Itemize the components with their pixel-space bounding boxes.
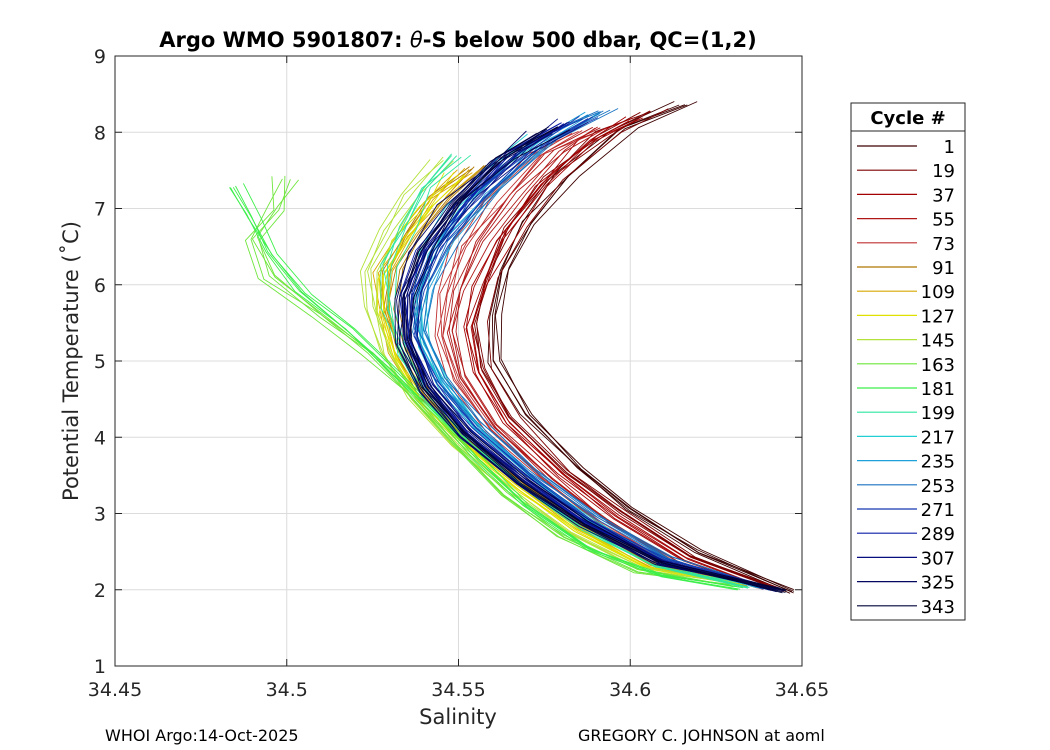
legend-label: 1 [944, 137, 955, 158]
y-axis-label: Potential Temperature (˚C) [59, 221, 83, 501]
legend-label: 235 [921, 452, 955, 473]
profile-line [408, 126, 786, 593]
legend-label: 253 [921, 476, 955, 497]
profile-line [250, 178, 733, 586]
x-tick-label: 34.6 [609, 679, 651, 701]
series-layer [229, 101, 795, 594]
y-tick-labels: 1 2 3 4 5 6 7 8 9 [94, 46, 106, 678]
legend-label: 19 [932, 161, 955, 182]
legend-label: 181 [921, 379, 955, 400]
profile-line [407, 118, 771, 591]
profile-line [403, 122, 778, 591]
legend-label: 271 [921, 500, 955, 521]
profile-line [476, 111, 779, 591]
y-tick-label: 5 [94, 351, 106, 373]
series-343 [402, 126, 787, 594]
series-19 [471, 108, 784, 592]
profile-line [423, 109, 770, 591]
legend-label: 343 [921, 597, 955, 618]
profile-line [465, 120, 772, 590]
series-253 [412, 108, 770, 591]
legend-label: 55 [932, 210, 955, 231]
x-tick-labels: 34.45 34.5 34.55 34.6 34.65 [88, 679, 829, 701]
profile-line [402, 126, 783, 594]
legend-entries: 1 19 37 55 73 91 109 127 145 163 181 199 217 235 253 27… [857, 137, 955, 618]
profile-line [463, 117, 770, 591]
profile-line [256, 179, 737, 587]
y-tick-label: 4 [94, 427, 106, 449]
profile-line [451, 127, 763, 586]
legend-label: 307 [921, 548, 955, 569]
profile-line [500, 101, 795, 592]
legend-label: 145 [921, 331, 955, 352]
legend: Cycle # 1 19 37 55 73 91 109 127 145 163 181 199 217… [850, 102, 966, 621]
legend-label: 91 [932, 258, 955, 279]
legend-label: 109 [921, 282, 955, 303]
y-tick-label: 9 [94, 46, 106, 68]
chart-title: Argo WMO 5901807: θ-S below 500 dbar, QC… [159, 28, 756, 52]
profile-line [235, 185, 740, 588]
profile-line [382, 174, 742, 586]
legend-box [850, 102, 966, 621]
y-tick-label: 8 [94, 122, 106, 144]
footer-right: GREGORY C. JOHNSON at aoml [578, 726, 825, 745]
x-tick-label: 34.55 [431, 679, 485, 701]
profile-line [396, 133, 778, 589]
legend-label: 325 [921, 573, 955, 594]
profile-line [381, 175, 744, 582]
profile-line [415, 116, 773, 588]
profile-line [474, 110, 782, 591]
legend-label: 199 [921, 403, 955, 424]
chart-title-prefix: Argo WMO 5901807: [159, 28, 410, 52]
profile-line [370, 160, 739, 583]
profile-line [436, 132, 758, 589]
profile-line [487, 108, 784, 592]
x-tick-label: 34.65 [775, 679, 829, 701]
chart-title-suffix: -S below 500 dbar, QC=(1,2) [423, 28, 757, 52]
y-tick-label: 7 [94, 199, 106, 221]
footer-left: WHOI Argo:14-Oct-2025 [105, 726, 299, 745]
legend-title: Cycle # [870, 108, 945, 129]
x-tick-label: 34.5 [266, 679, 308, 701]
profile-line [229, 187, 738, 591]
profile-line [466, 116, 771, 591]
legend-label: 73 [932, 234, 955, 255]
axis-ticks [114, 55, 803, 667]
legend-label: 217 [921, 427, 955, 448]
profile-line [359, 159, 735, 584]
y-tick-label: 1 [94, 656, 106, 678]
legend-label: 163 [921, 355, 955, 376]
legend-label: 127 [921, 306, 955, 327]
profile-line [442, 130, 760, 586]
legend-label: 289 [921, 524, 955, 545]
series-37 [463, 116, 772, 591]
x-axis-label: Salinity [419, 705, 497, 729]
legend-label: 37 [932, 185, 955, 206]
profile-line [396, 132, 781, 589]
y-tick-label: 2 [94, 580, 106, 602]
profile-line [403, 126, 787, 592]
profile-line [425, 136, 762, 588]
profile-line [471, 117, 772, 591]
series-181 [229, 183, 744, 591]
chart-title-theta: θ [410, 28, 423, 52]
profile-line [412, 111, 764, 590]
profile-line [494, 104, 794, 591]
y-tick-label: 6 [94, 275, 106, 297]
y-tick-label: 3 [94, 504, 106, 526]
profile-line [380, 155, 750, 588]
x-tick-label: 34.45 [88, 679, 142, 701]
profile-line [470, 119, 772, 591]
